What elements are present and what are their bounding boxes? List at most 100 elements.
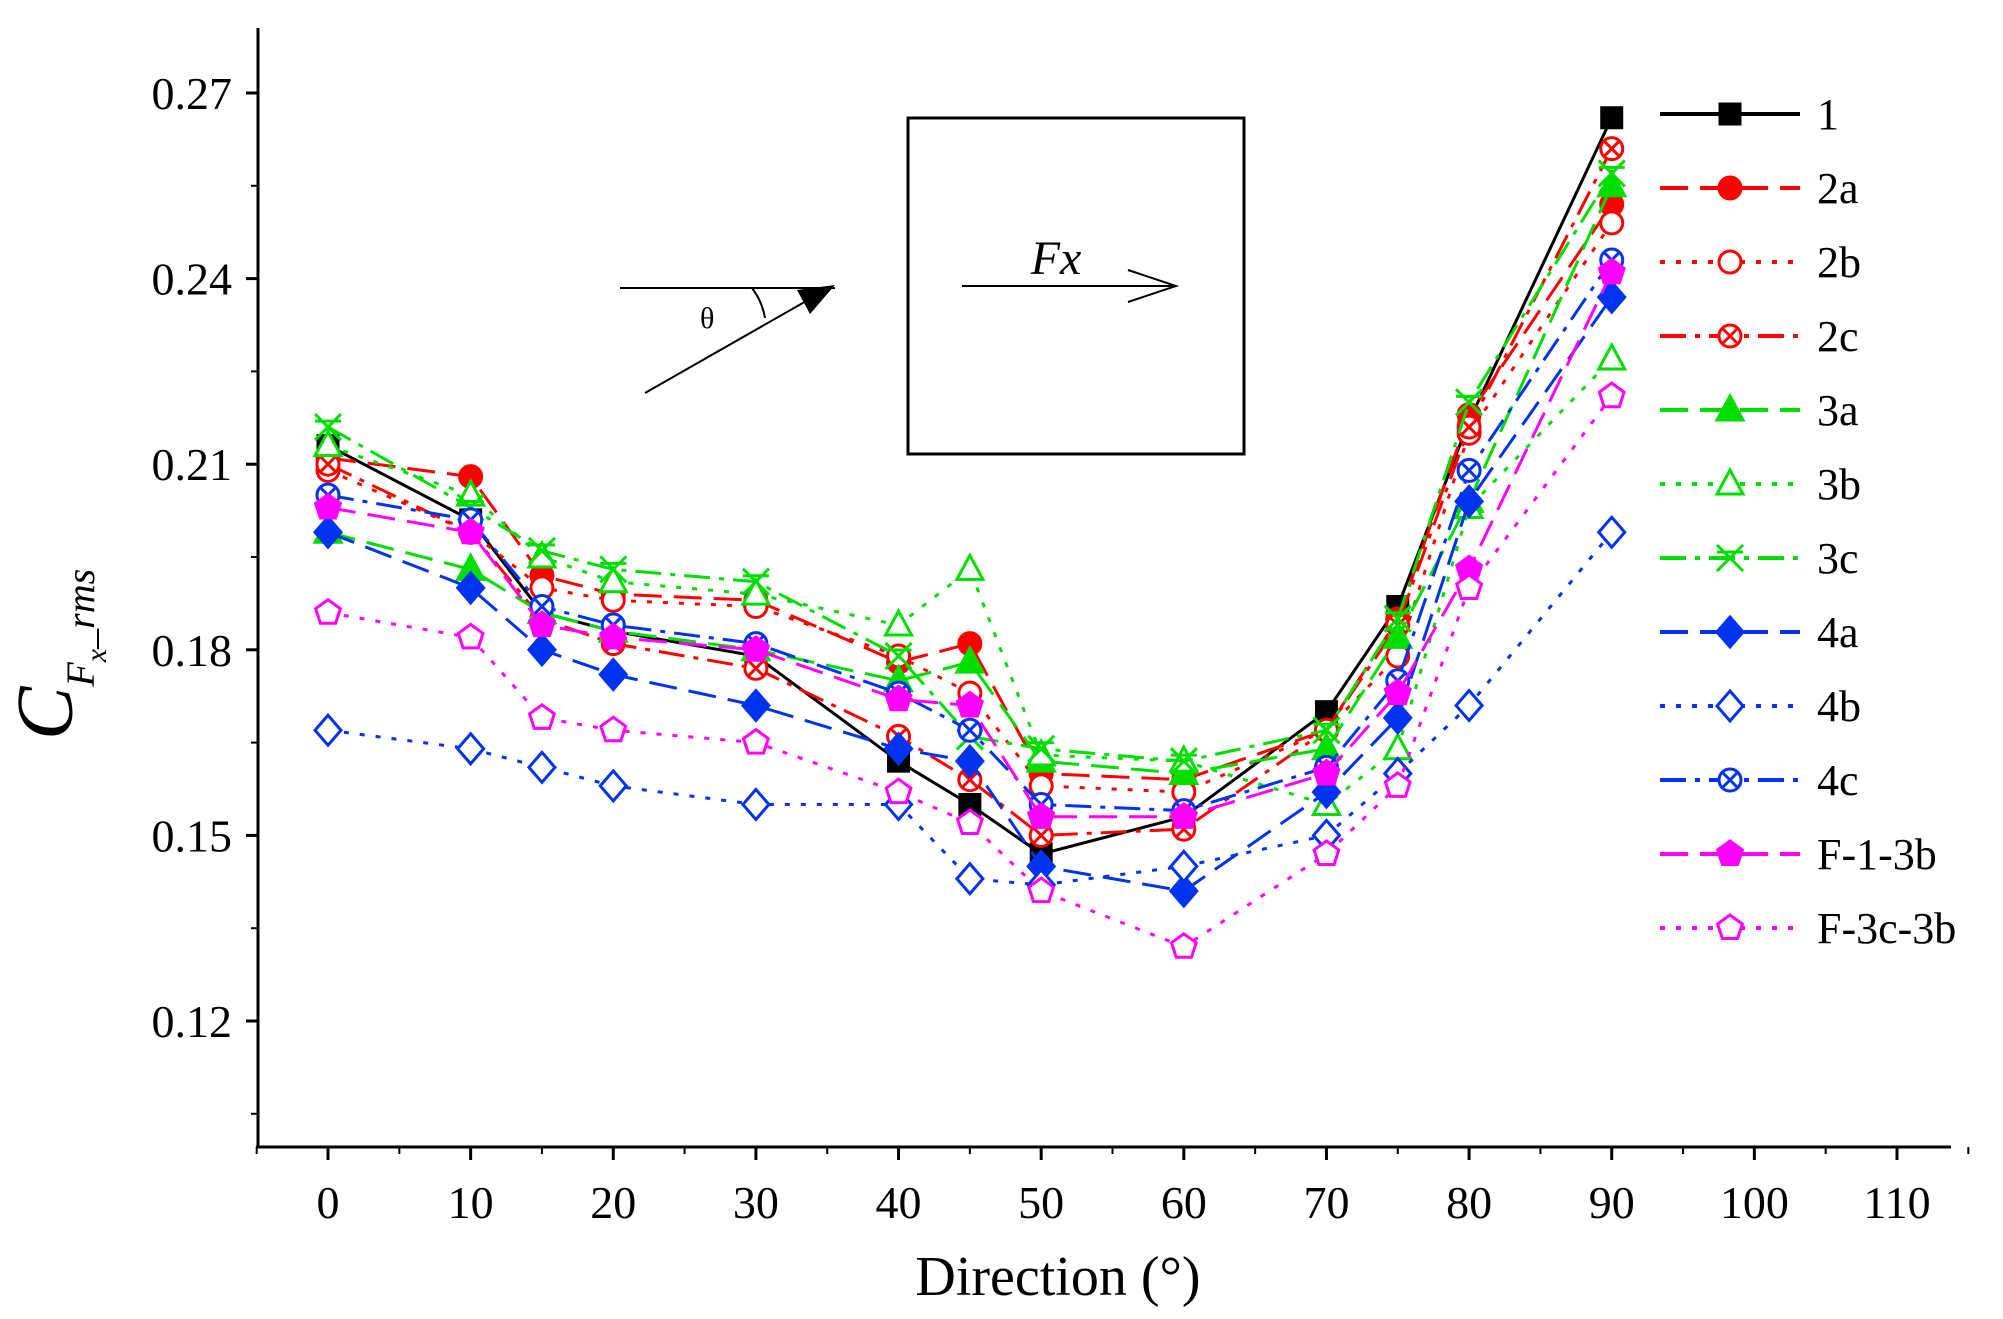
data-point xyxy=(740,688,771,723)
legend-marker xyxy=(1717,249,1743,275)
legend-item-2c: 2c xyxy=(1660,312,1859,361)
y-axis-title-base: C xyxy=(2,685,90,740)
legend-marker xyxy=(1718,102,1742,126)
series-F-3c-3b xyxy=(313,381,1626,959)
y-axis-title-sub: F xyxy=(58,662,103,688)
data-point xyxy=(1312,839,1341,866)
legend-label: 4a xyxy=(1817,608,1859,657)
force-arrow-head-icon xyxy=(1127,269,1180,303)
data-point xyxy=(1383,678,1412,706)
data-point xyxy=(1169,747,1198,776)
data-point xyxy=(456,622,485,650)
data-point xyxy=(526,632,557,668)
legend-marker xyxy=(1714,392,1746,422)
x-tick-label: 70 xyxy=(1303,1177,1349,1228)
legend-label: 3a xyxy=(1817,386,1859,435)
legend-item-4c: 4c xyxy=(1660,756,1859,805)
tick-layer: 0.12 0.15 0.18 0.21 0.24 0.27 0 10 20 30 40 50 60 70 8… xyxy=(152,68,1970,1228)
data-point xyxy=(741,634,771,662)
x-tick-label: 0 xyxy=(317,1177,340,1228)
data-point xyxy=(1169,801,1198,829)
data-point xyxy=(1599,210,1625,236)
wind-arrow-head-icon xyxy=(797,285,835,314)
legend-item-3a: 3a xyxy=(1660,386,1859,435)
data-point xyxy=(955,808,984,835)
x-tick-label: 50 xyxy=(1018,1177,1064,1228)
x-tick-label: 40 xyxy=(876,1177,922,1228)
series-line xyxy=(327,117,1614,856)
data-point xyxy=(741,727,771,755)
y-axis-title-suffix: _rms xyxy=(58,569,103,650)
x-tick-label: 90 xyxy=(1589,1177,1635,1228)
data-point xyxy=(1383,771,1412,798)
data-point xyxy=(1027,734,1056,763)
data-point xyxy=(1169,931,1198,959)
data-point xyxy=(1600,106,1624,130)
data-point xyxy=(1596,514,1627,550)
legend-marker xyxy=(1715,614,1745,650)
legend: 1 2a 2b 2c 3a 3b 3c 4a 4b 4c F-1-3b F-3c-3b xyxy=(1660,90,1956,953)
y-tick-label: 0.21 xyxy=(152,439,233,490)
data-point xyxy=(740,787,771,822)
data-point xyxy=(1596,168,1628,198)
data-point xyxy=(1312,716,1341,745)
data-point xyxy=(598,657,629,692)
legend-label: F-1-3b xyxy=(1817,830,1937,879)
y-tick-label: 0.12 xyxy=(152,996,233,1047)
legend-marker xyxy=(1715,839,1745,866)
legend-item-2b: 2b xyxy=(1660,238,1861,287)
data-point xyxy=(884,684,913,712)
data-point xyxy=(599,622,628,650)
data-point xyxy=(954,743,985,779)
legend-item-F-3c-3b: F-3c-3b xyxy=(1660,904,1956,953)
data-point xyxy=(1383,604,1412,633)
data-point xyxy=(884,777,913,805)
x-tick-label: 60 xyxy=(1161,1177,1207,1228)
angle-label: θ xyxy=(700,302,714,335)
legend-item-2a: 2a xyxy=(1660,164,1859,213)
y-axis-title: CFx_rms xyxy=(2,569,113,740)
data-point xyxy=(455,731,486,767)
data-point xyxy=(1597,257,1626,285)
legend-label: 4b xyxy=(1817,682,1861,731)
x-tick-label: 80 xyxy=(1446,1177,1492,1228)
data-point xyxy=(954,645,986,674)
data-point xyxy=(526,750,557,785)
data-point xyxy=(313,712,343,748)
y-axis-title-subsub: x xyxy=(80,648,113,663)
legend-marker xyxy=(1717,175,1743,201)
legend-label: 1 xyxy=(1817,90,1839,139)
angle-arc xyxy=(751,287,766,319)
series-4a xyxy=(313,279,1627,909)
data-point xyxy=(598,768,629,804)
data-point xyxy=(954,861,985,896)
data-point xyxy=(884,641,913,671)
data-point xyxy=(315,451,341,477)
legend-item-3c: 3c xyxy=(1660,534,1859,583)
data-point xyxy=(957,767,983,793)
data-point xyxy=(1454,688,1485,723)
data-point xyxy=(1599,136,1625,162)
data-point xyxy=(957,717,983,743)
data-point xyxy=(883,607,915,637)
legend-marker xyxy=(1715,543,1745,573)
data-point xyxy=(955,690,984,718)
legend-label: 3b xyxy=(1817,460,1861,509)
data-point xyxy=(527,536,557,565)
data-point xyxy=(883,731,914,767)
data-point xyxy=(1025,737,1057,767)
data-point xyxy=(1455,388,1484,417)
data-point xyxy=(312,428,344,458)
building-square xyxy=(906,116,1246,456)
data-point xyxy=(1596,341,1628,371)
data-point xyxy=(741,567,770,596)
data-point xyxy=(1456,457,1482,483)
data-point xyxy=(526,539,558,569)
y-tick-label: 0.15 xyxy=(152,810,233,861)
legend-item-F-1-3b: F-1-3b xyxy=(1660,830,1937,879)
legend-item-3b: 3b xyxy=(1660,460,1861,509)
legend-label: 4c xyxy=(1817,756,1859,805)
legend-label: F-3c-3b xyxy=(1817,904,1956,953)
data-point xyxy=(1597,159,1626,188)
